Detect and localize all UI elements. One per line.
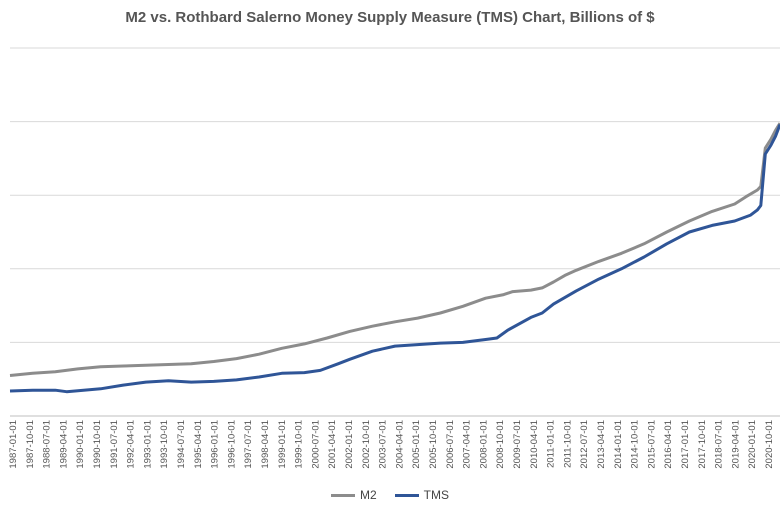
x-tick-label: 2020-01-01 <box>747 420 758 469</box>
x-tick-label: 2017-10-01 <box>697 420 708 469</box>
legend-swatch-tms <box>394 493 419 497</box>
x-tick-label: 1991-07-01 <box>109 420 120 469</box>
legend-item-m2: M2 <box>330 488 377 502</box>
x-tick-label: 1996-10-01 <box>226 420 237 469</box>
x-tick-label: 2011-01-01 <box>546 420 557 468</box>
x-tick-label: 2019-04-01 <box>730 420 741 469</box>
x-tick-label: 1997-07-01 <box>243 420 254 469</box>
x-tick-label: 1987-01-01 <box>8 420 19 469</box>
x-tick-label: 1998-04-01 <box>260 420 271 469</box>
legend-swatch-m2 <box>330 493 355 497</box>
x-tick-label: 2008-10-01 <box>495 420 506 469</box>
legend: M2 TMS <box>0 488 780 502</box>
x-tick-label: 2007-04-01 <box>462 420 473 469</box>
x-tick-label: 2006-07-01 <box>445 420 456 469</box>
x-tick-label: 1987-10-01 <box>25 420 36 469</box>
x-tick-label: 1993-01-01 <box>142 420 153 469</box>
legend-item-tms: TMS <box>394 488 449 502</box>
x-tick-label: 2014-01-01 <box>613 420 624 469</box>
x-tick-label: 2001-04-01 <box>327 420 338 469</box>
x-tick-label: 2005-01-01 <box>411 420 422 469</box>
x-tick-label: 2017-01-01 <box>680 420 691 469</box>
x-tick-label: 2018-07-01 <box>714 420 725 469</box>
x-tick-label: 2015-07-01 <box>646 420 657 469</box>
x-tick-label: 2011-10-01 <box>562 420 573 468</box>
x-tick-label: 1988-07-01 <box>42 420 53 469</box>
x-tick-label: 1996-01-01 <box>210 420 221 469</box>
chart-title: M2 vs. Rothbard Salerno Money Supply Mea… <box>125 9 655 26</box>
x-tick-label: 2016-04-01 <box>663 420 674 469</box>
x-tick-label: 1990-01-01 <box>75 420 86 469</box>
x-tick-label: 1992-04-01 <box>126 420 137 469</box>
x-tick-label: 1994-07-01 <box>176 420 187 469</box>
x-tick-label: 1995-04-01 <box>193 420 204 469</box>
x-tick-label: 2002-01-01 <box>344 420 355 469</box>
gridlines <box>10 47 780 417</box>
x-tick-label: 1993-10-01 <box>159 420 170 469</box>
x-tick-label: 2000-07-01 <box>310 420 321 469</box>
x-tick-label: 1989-04-01 <box>58 420 69 469</box>
x-tick-label: 2014-10-01 <box>630 420 641 469</box>
legend-label-m2: M2 <box>359 488 377 502</box>
x-tick-label: 2002-10-01 <box>361 420 372 469</box>
x-tick-label: 2013-04-01 <box>596 420 607 469</box>
x-tick-label: 2009-07-01 <box>512 420 523 469</box>
x-tick-label: 1999-01-01 <box>277 420 288 469</box>
x-tick-label: 2003-07-01 <box>378 420 389 469</box>
series-line-tms <box>9 123 780 394</box>
x-tick-label: 1990-10-01 <box>92 420 103 469</box>
x-tick-label: 1999-10-01 <box>294 420 305 469</box>
x-tick-label: 2005-10-01 <box>428 420 439 469</box>
legend-label-tms: TMS <box>423 488 449 502</box>
series-lines <box>9 122 780 394</box>
x-tick-label: 2008-01-01 <box>478 420 489 469</box>
series-line-m2 <box>9 122 780 377</box>
x-tick-label: 2012-07-01 <box>579 420 590 469</box>
x-tick-label: 2004-04-01 <box>394 420 405 469</box>
x-axis-tick-labels: 1987-01-01 1987-10-01 1988-07-01 1989-04-01… <box>8 420 775 469</box>
x-tick-label: 2010-04-01 <box>529 420 540 469</box>
x-tick-label: 2020-10-01 <box>764 420 775 469</box>
